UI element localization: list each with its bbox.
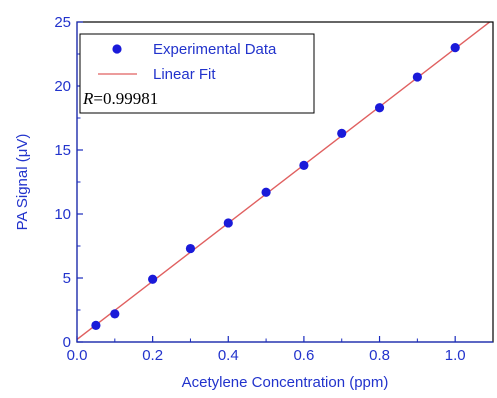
data-point <box>261 187 271 197</box>
x-tick-label: 0.0 <box>67 347 88 364</box>
data-point <box>337 128 347 138</box>
data-point <box>91 320 101 330</box>
x-tick-label: 0.2 <box>142 347 163 364</box>
y-axis: 0 5 10 15 20 25 <box>54 14 83 351</box>
y-tick-label: 20 <box>54 78 71 95</box>
data-point <box>299 160 309 170</box>
y-tick-label: 0 <box>63 334 71 351</box>
legend-marker-experimental <box>112 44 122 54</box>
y-axis-label: PA Signal (μV) <box>14 134 31 231</box>
r-value: =0.99981 <box>93 89 158 108</box>
data-point <box>223 218 233 228</box>
x-tick-label: 1.0 <box>445 347 466 364</box>
data-point <box>148 274 158 284</box>
x-tick-label: 0.8 <box>369 347 390 364</box>
legend-entry-experimental: Experimental Data <box>153 41 277 58</box>
plot-area <box>77 22 491 340</box>
data-point <box>185 243 196 254</box>
y-tick-label: 10 <box>54 206 71 223</box>
data-point <box>412 72 422 82</box>
x-tick-label: 0.4 <box>218 347 239 364</box>
x-axis: 0.0 0.2 0.4 0.6 0.8 1.0 <box>67 336 493 364</box>
linear-fit-line <box>77 22 491 340</box>
legend-entry-linear-fit: Linear Fit <box>153 66 216 83</box>
y-tick-label: 5 <box>63 270 71 287</box>
y-tick-label: 25 <box>54 14 71 31</box>
x-tick-label: 0.6 <box>293 347 314 364</box>
correlation-coefficient: R=0.99981 <box>82 89 158 108</box>
y-tick-label: 15 <box>54 142 71 159</box>
data-point <box>450 43 460 53</box>
r-symbol: R <box>82 89 94 108</box>
x-axis-label: Acetylene Concentration (ppm) <box>182 374 389 391</box>
legend: Experimental Data Linear Fit R=0.99981 <box>79 33 315 114</box>
data-point <box>374 103 385 113</box>
data-point <box>110 309 120 319</box>
